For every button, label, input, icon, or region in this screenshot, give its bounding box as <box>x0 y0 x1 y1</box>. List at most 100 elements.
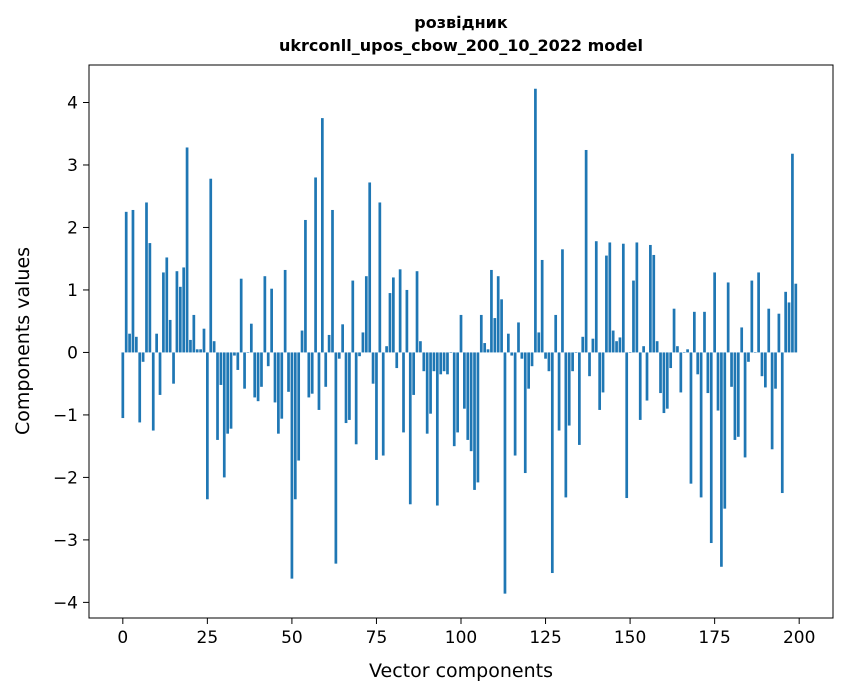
bar-116 <box>513 352 517 456</box>
bar-101 <box>463 352 466 409</box>
bar-121 <box>530 352 534 367</box>
bar-130 <box>561 249 564 353</box>
bar-161 <box>665 352 669 409</box>
bar-18 <box>182 267 186 353</box>
bar-46 <box>277 352 280 434</box>
bar-125 <box>544 352 547 359</box>
bar-33 <box>233 352 236 356</box>
bar-186 <box>750 280 754 353</box>
bar-11 <box>158 352 162 395</box>
bar-157 <box>652 254 656 353</box>
bar-35 <box>239 278 243 353</box>
bar-22 <box>195 349 199 353</box>
bar-120 <box>527 352 530 389</box>
bar-56 <box>310 352 314 394</box>
bar-175 <box>713 272 716 353</box>
y-tick-label: −1 <box>53 406 78 426</box>
bar-82 <box>398 269 402 353</box>
y-axis-label: Components values <box>12 247 34 435</box>
bar-172 <box>703 311 706 353</box>
bar-37 <box>246 352 250 353</box>
bar-141 <box>598 352 602 410</box>
bar-145 <box>611 330 615 353</box>
bar-180 <box>730 352 733 387</box>
bar-146 <box>615 341 618 353</box>
bar-19 <box>185 147 189 353</box>
bar-5 <box>138 352 142 423</box>
bar-28 <box>216 352 219 440</box>
bar-118 <box>520 352 524 359</box>
bar-192 <box>770 352 774 450</box>
bar-179 <box>726 282 730 353</box>
bar-136 <box>581 336 585 353</box>
bar-96 <box>446 352 449 375</box>
bar-185 <box>747 352 750 362</box>
bar-53 <box>300 330 304 353</box>
bar-107 <box>483 343 487 353</box>
bar-43 <box>266 352 270 367</box>
bar-149 <box>625 352 629 499</box>
bar-126 <box>547 352 551 372</box>
bar-115 <box>510 352 514 356</box>
bar-198 <box>791 153 794 353</box>
bar-162 <box>669 352 673 369</box>
bar-93 <box>435 352 439 506</box>
bar-75 <box>375 352 378 460</box>
bar-73 <box>368 182 372 353</box>
bar-76 <box>378 202 382 353</box>
bar-196 <box>784 291 788 353</box>
bar-99 <box>456 352 459 433</box>
bar-139 <box>591 338 595 353</box>
bar-97 <box>449 352 453 353</box>
bar-29 <box>219 352 223 385</box>
bar-81 <box>395 352 399 369</box>
bar-151 <box>632 280 635 353</box>
bar-164 <box>676 346 679 353</box>
bar-106 <box>479 314 483 353</box>
bar-169 <box>692 311 696 353</box>
bar-2 <box>128 333 131 353</box>
chart-subtitle: ukrconll_upos_cbow_200_10_2022 model <box>279 36 643 55</box>
bar-26 <box>209 178 213 353</box>
bar-30 <box>222 352 226 478</box>
y-tick-label: 2 <box>67 218 78 238</box>
y-tick-label: 1 <box>67 281 78 301</box>
bar-91 <box>429 352 432 414</box>
bar-89 <box>422 352 426 372</box>
bar-49 <box>287 352 290 392</box>
bar-74 <box>371 352 375 384</box>
x-tick-label: 50 <box>281 628 303 648</box>
bar-94 <box>439 352 443 375</box>
bar-71 <box>361 332 365 353</box>
bar-65 <box>341 324 344 353</box>
x-tick-label: 25 <box>197 628 219 648</box>
bar-88 <box>419 341 422 353</box>
bar-177 <box>720 352 723 567</box>
bar-183 <box>740 327 744 353</box>
bar-182 <box>736 352 740 437</box>
y-tick-label: −4 <box>53 593 78 613</box>
x-tick-label: 0 <box>117 628 128 648</box>
bar-154 <box>642 346 645 353</box>
plot-frame <box>88 64 834 619</box>
bar-159 <box>659 352 662 394</box>
bar-55 <box>307 352 311 398</box>
bar-12 <box>162 272 165 353</box>
bar-123 <box>537 332 541 353</box>
bar-27 <box>212 341 216 353</box>
bar-190 <box>764 352 767 388</box>
bar-199 <box>794 283 798 353</box>
bar-24 <box>202 328 206 353</box>
bar-83 <box>402 352 405 433</box>
bar-21 <box>192 314 196 353</box>
bars-group <box>121 88 798 594</box>
bar-134 <box>574 352 578 353</box>
bar-16 <box>175 271 179 353</box>
bar-57 <box>314 177 317 353</box>
bar-160 <box>662 352 666 414</box>
bar-87 <box>415 271 419 353</box>
bar-103 <box>469 352 473 452</box>
bar-41 <box>260 352 263 387</box>
bar-129 <box>557 352 561 431</box>
bar-124 <box>540 259 544 353</box>
